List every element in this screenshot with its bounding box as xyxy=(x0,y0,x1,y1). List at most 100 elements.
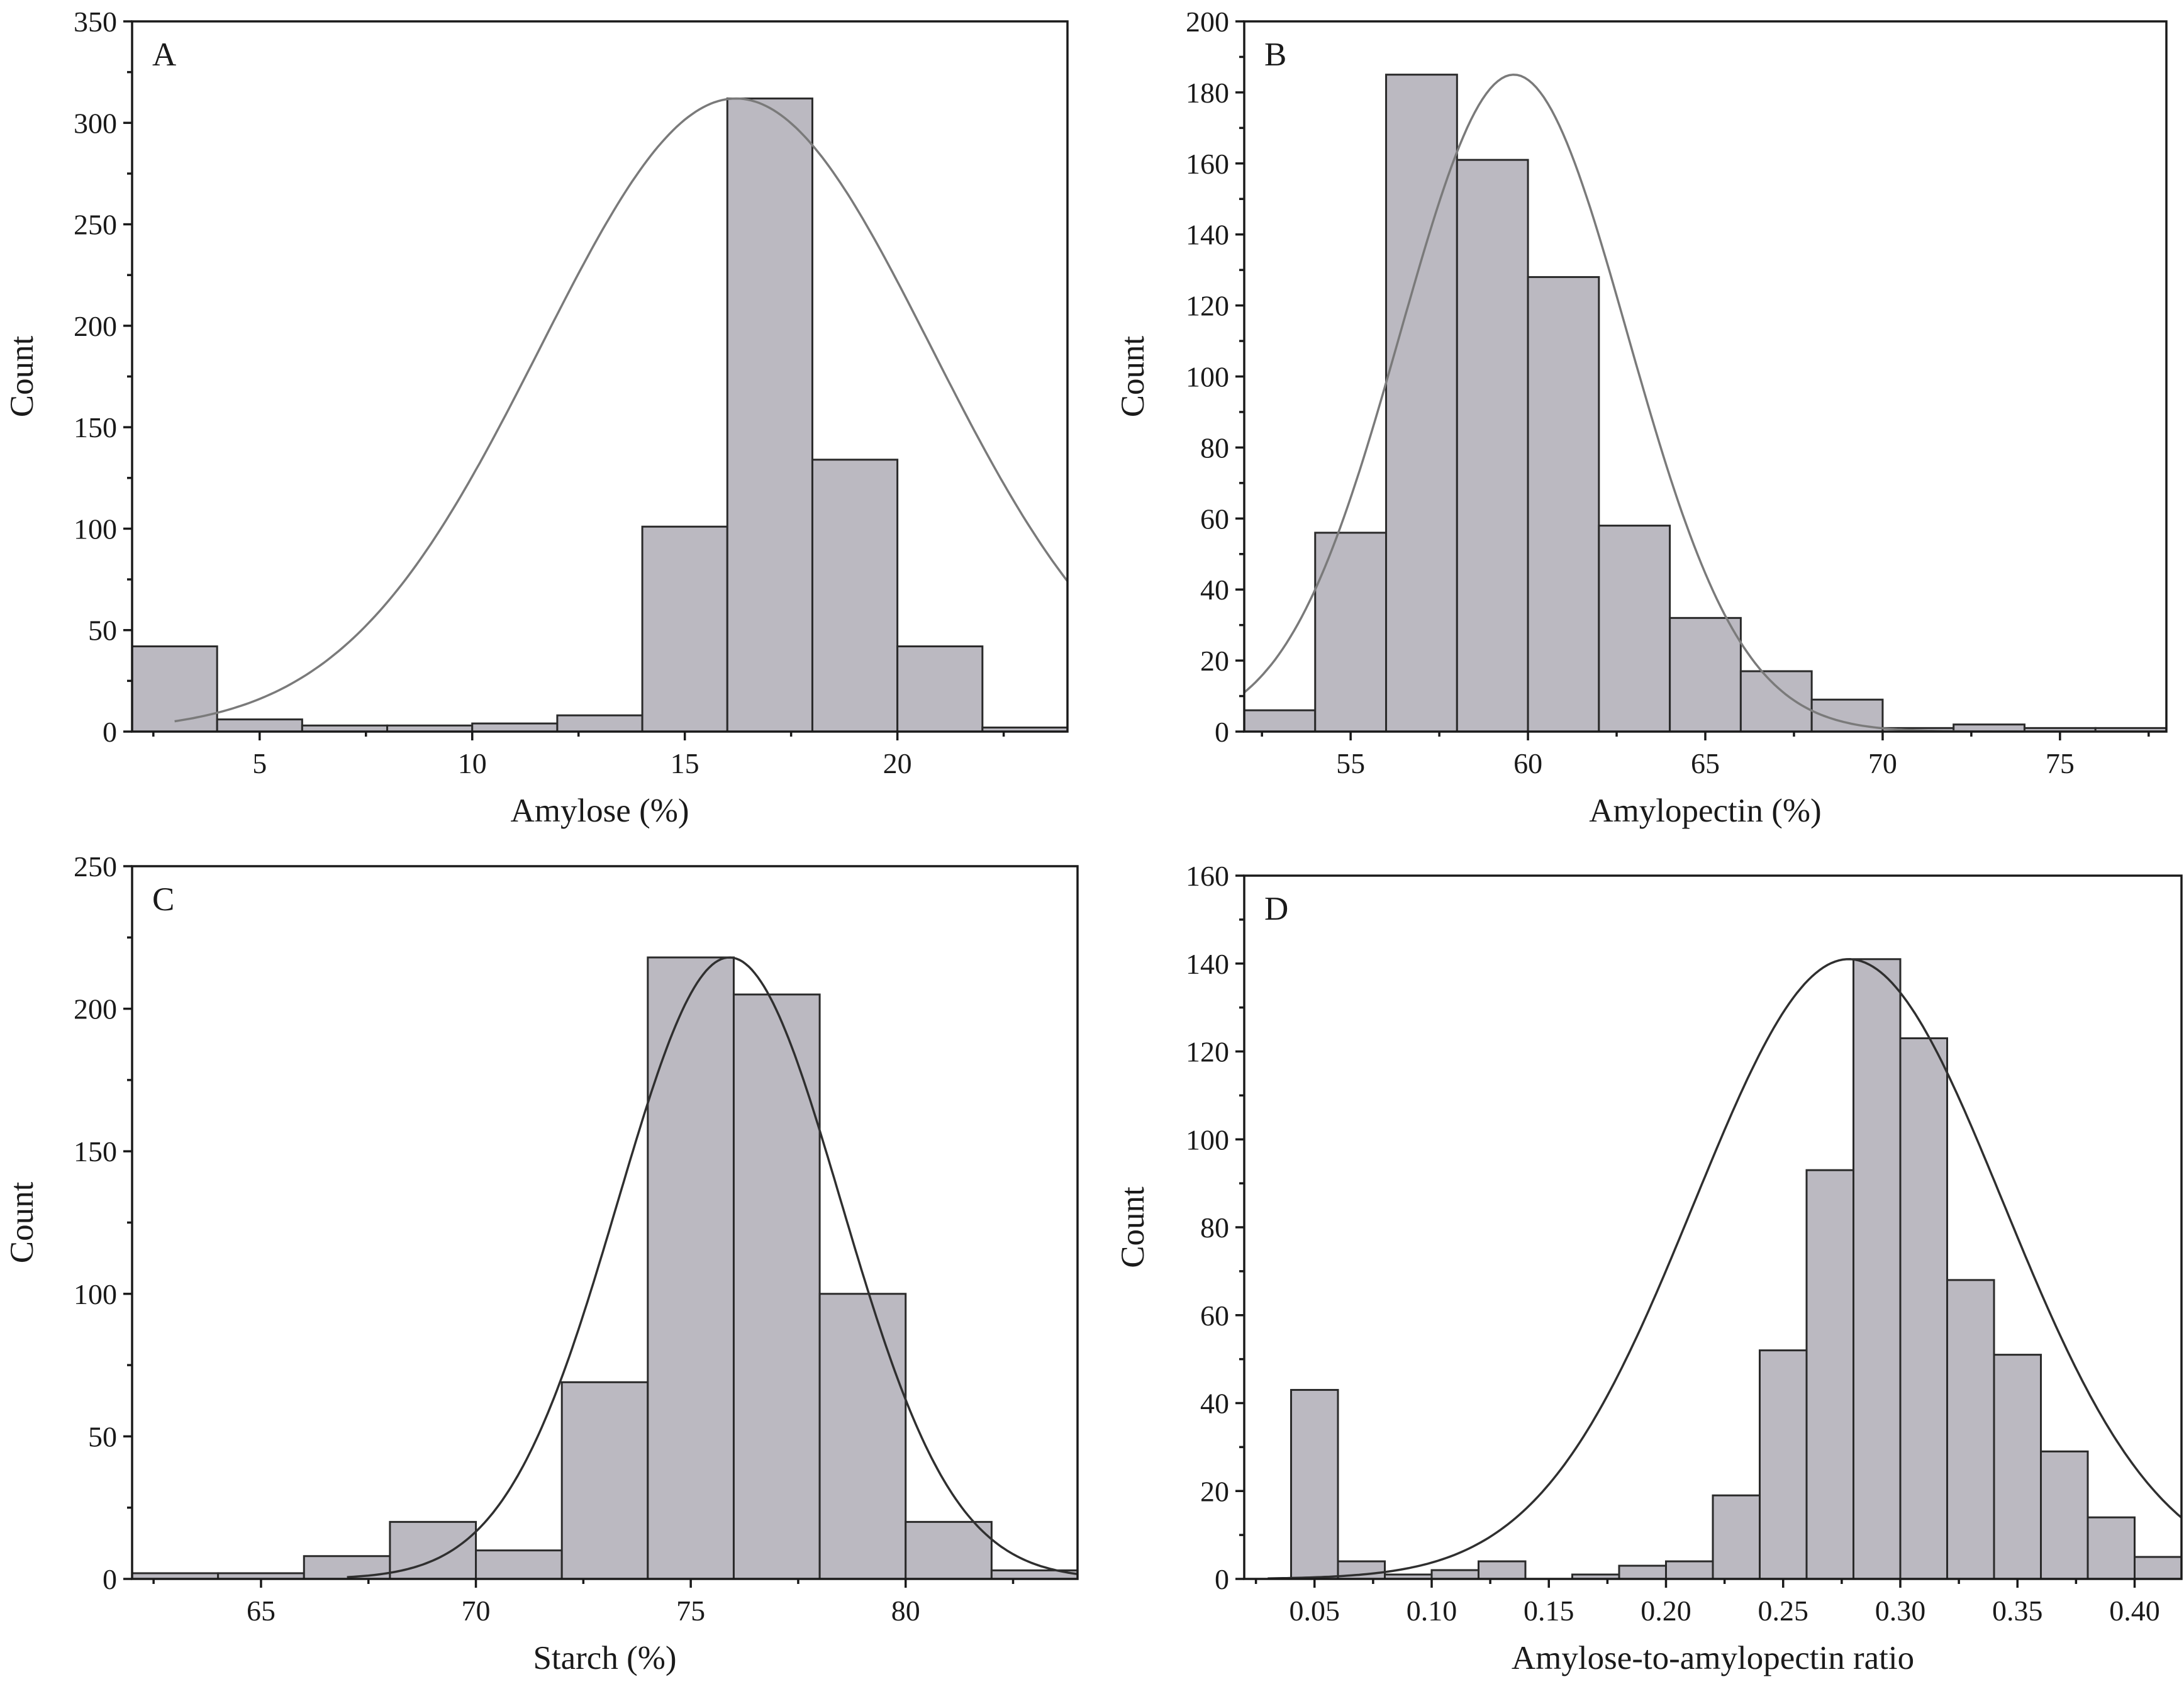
x-tick-label: 0.05 xyxy=(1290,1595,1340,1627)
histogram-bar xyxy=(1946,1279,1995,1579)
histogram-bar xyxy=(1759,1349,1808,1579)
histogram-bar xyxy=(2086,1516,2136,1579)
x-tick-label: 0.10 xyxy=(1407,1595,1457,1627)
y-tick-label: 250 xyxy=(74,850,117,883)
y-tick-label: 40 xyxy=(1200,574,1229,606)
histogram-bar xyxy=(981,727,1067,732)
y-axis-title: Count xyxy=(1115,335,1151,417)
x-tick-label: 0.40 xyxy=(2109,1595,2160,1627)
x-tick-label: 10 xyxy=(458,747,487,779)
histogram-bar xyxy=(1598,525,1671,732)
y-tick-label: 160 xyxy=(1186,860,1229,892)
y-tick-label: 150 xyxy=(74,411,117,443)
x-tick-label: 75 xyxy=(676,1595,705,1627)
x-tick-label: 15 xyxy=(671,747,699,779)
y-tick-label: 0 xyxy=(103,716,117,748)
y-tick-label: 120 xyxy=(1186,290,1229,322)
y-tick-label: 0 xyxy=(103,1563,117,1595)
histogram-bar xyxy=(216,718,303,732)
x-tick-label: 55 xyxy=(1336,747,1365,779)
histogram-bar xyxy=(1669,616,1742,732)
histogram-bar xyxy=(475,1549,563,1579)
y-tick-label: 50 xyxy=(88,615,117,647)
y-tick-label: 100 xyxy=(74,1278,117,1310)
y-tick-label: 0 xyxy=(1215,716,1229,748)
y-tick-label: 100 xyxy=(1186,361,1229,393)
x-tick-label: 0.25 xyxy=(1758,1595,1809,1627)
histogram-bar xyxy=(1852,958,1902,1579)
histogram-bar xyxy=(560,1381,649,1579)
histogram-bar xyxy=(1739,670,1813,732)
panel-label: A xyxy=(152,36,176,73)
histogram-bar xyxy=(1805,1169,1854,1579)
y-tick-label: 150 xyxy=(74,1135,117,1168)
histogram-bar xyxy=(732,993,821,1579)
x-axis-title: Amylose (%) xyxy=(510,793,689,829)
x-tick-label: 0.30 xyxy=(1875,1595,1926,1627)
y-tick-label: 80 xyxy=(1200,432,1229,464)
histogram-bar xyxy=(1290,1389,1339,1579)
y-tick-label: 20 xyxy=(1200,645,1229,677)
x-tick-label: 0.20 xyxy=(1641,1595,1691,1627)
y-tick-label: 80 xyxy=(1200,1212,1229,1244)
y-tick-label: 250 xyxy=(74,209,117,241)
histogram-bar xyxy=(132,645,218,732)
histogram-bar xyxy=(1527,276,1600,732)
normal-fit-curve xyxy=(1268,958,2181,1579)
histogram-bar xyxy=(1244,709,1317,732)
y-tick-label: 140 xyxy=(1186,948,1229,980)
normal-fit-curve xyxy=(174,97,1067,723)
chart-panel-d: 0 20 40 60 80 100 120 140 160 0.05 0.10 0.15 0.20 0.2… xyxy=(1115,860,2183,1676)
histogram-bar xyxy=(1618,1564,1667,1579)
y-axis-title: Count xyxy=(1115,1186,1151,1268)
histogram-bar xyxy=(811,459,899,732)
y-tick-label: 100 xyxy=(74,513,117,545)
histogram-bar xyxy=(556,714,644,732)
x-tick-label: 70 xyxy=(462,1595,491,1627)
chart-panel-a: 0 50 100 150 200 250 300 350 5 10 15 20 Amylose (%) C… xyxy=(4,6,1069,829)
bars xyxy=(1290,958,2181,1579)
bars xyxy=(132,956,1078,1579)
histogram-bar xyxy=(2134,1556,2181,1579)
chart-panel-c: 0 50 100 150 200 250 65 70 75 80 Starch (%) Count C xyxy=(4,850,1079,1676)
histogram-bar xyxy=(1456,159,1529,732)
y-tick-label: 100 xyxy=(1186,1123,1229,1156)
y-axis-title: Count xyxy=(4,335,40,417)
panel-label: B xyxy=(1264,36,1286,73)
y-tick-label: 200 xyxy=(1186,6,1229,38)
histogram-bar xyxy=(1478,1560,1527,1579)
y-tick-label: 200 xyxy=(74,310,117,342)
panel-label: D xyxy=(1264,891,1288,927)
panel-label: C xyxy=(152,881,174,918)
histogram-bar xyxy=(2040,1450,2089,1579)
y-tick-label: 40 xyxy=(1200,1388,1229,1420)
x-tick-label: 65 xyxy=(1691,747,1720,779)
x-tick-label: 75 xyxy=(2046,747,2075,779)
histogram-bar xyxy=(1993,1354,2042,1579)
y-tick-label: 60 xyxy=(1200,1300,1229,1332)
y-tick-label: 180 xyxy=(1186,77,1229,109)
histogram-bar xyxy=(1712,1494,1761,1579)
histogram-bar xyxy=(1665,1560,1714,1579)
x-axis-title: Amylopectin (%) xyxy=(1589,793,1821,829)
y-tick-label: 50 xyxy=(88,1420,117,1452)
x-tick-label: 20 xyxy=(883,747,912,779)
bars xyxy=(132,98,1067,732)
normal-fit-curve xyxy=(347,956,1078,1578)
histogram-bar xyxy=(905,1520,993,1579)
y-tick-label: 20 xyxy=(1200,1475,1229,1507)
histogram-bar xyxy=(1430,1569,1479,1579)
x-tick-label: 70 xyxy=(1868,747,1897,779)
histogram-bar xyxy=(1385,74,1458,732)
bars xyxy=(1244,74,2166,732)
y-axis-title: Count xyxy=(4,1181,40,1263)
y-tick-label: 350 xyxy=(74,6,117,38)
plot-frame xyxy=(131,20,1069,733)
x-tick-label: 65 xyxy=(247,1595,276,1627)
x-axis-title: Amylose-to-amylopectin ratio xyxy=(1512,1640,1914,1676)
histogram-bar xyxy=(818,1293,907,1579)
y-tick-label: 300 xyxy=(74,107,117,139)
histogram-bar xyxy=(990,1569,1078,1579)
histogram-bar xyxy=(471,722,559,732)
